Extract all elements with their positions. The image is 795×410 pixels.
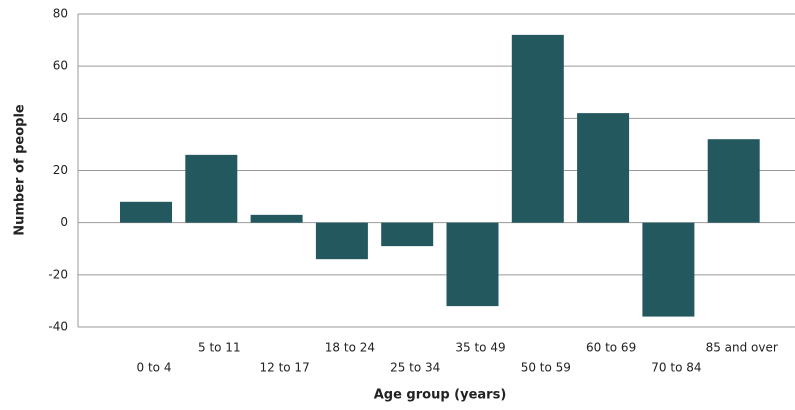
x-tick-label: 70 to 84 — [651, 361, 701, 375]
y-tick-label: 60 — [53, 59, 68, 73]
y-tick-label: 0 — [60, 215, 68, 229]
bar — [120, 201, 172, 223]
x-tick-label: 0 to 4 — [137, 361, 172, 375]
y-tick-label: 80 — [53, 7, 68, 21]
y-tick-label: -20 — [48, 267, 68, 281]
bar — [511, 34, 564, 223]
x-tick-label: 5 to 11 — [198, 341, 241, 355]
y-axis-title: Number of people — [13, 104, 28, 236]
bar — [250, 214, 303, 223]
bar — [315, 222, 368, 260]
bar — [577, 113, 630, 223]
x-tick-label: 18 to 24 — [325, 341, 375, 355]
bar — [446, 222, 499, 307]
bar — [381, 222, 434, 247]
bar — [707, 139, 760, 223]
x-tick-label: 60 to 69 — [586, 341, 636, 355]
bar — [642, 222, 695, 317]
y-tick-label: 40 — [53, 111, 68, 125]
bar — [185, 154, 238, 223]
x-tick-label: 35 to 49 — [455, 341, 505, 355]
y-tick-label: -40 — [48, 320, 68, 334]
x-tick-label: 25 to 34 — [390, 361, 440, 375]
x-tick-label: 85 and over — [706, 341, 778, 355]
x-axis-title: Age group (years) — [374, 388, 507, 403]
x-tick-label: 12 to 17 — [259, 361, 309, 375]
y-tick-label: 20 — [53, 163, 68, 177]
x-tick-label: 50 to 59 — [521, 361, 571, 375]
